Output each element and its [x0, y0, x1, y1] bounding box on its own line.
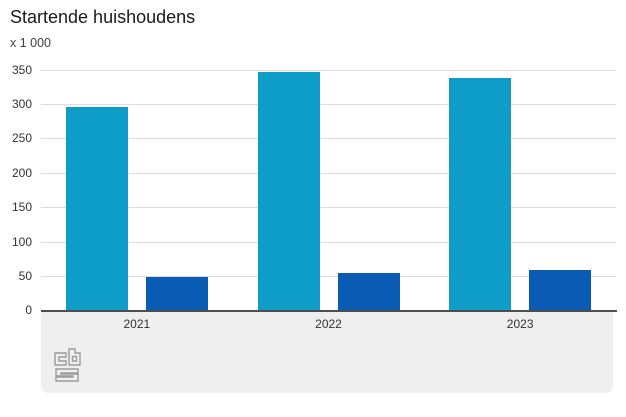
y-axis-tick-label-100: 100: [11, 234, 32, 249]
cbs-logo-letter-s: [55, 368, 79, 382]
chart-title: Startende huishoudens: [10, 7, 196, 27]
y-axis-tick-label-50: 50: [18, 268, 32, 283]
x-axis-tick-label-2023: 2023: [506, 317, 534, 331]
y-axis-tick-label-300: 300: [11, 96, 32, 111]
y-axis-unit-label: x 1 000: [10, 36, 52, 50]
gridline-350: [41, 69, 616, 71]
bar-2023-series-1: [449, 78, 512, 311]
bar-2021-series-1: [65, 107, 128, 311]
cbs-logo-letter-c: [54, 352, 67, 366]
bar-2023-series-2: [529, 269, 592, 311]
cbs-logo-icon: [54, 348, 81, 382]
gridline-50: [41, 275, 616, 277]
y-axis-tick-label-250: 250: [11, 131, 32, 146]
gridline-150: [41, 207, 616, 209]
gridline-300: [41, 103, 616, 105]
bar-2022-series-1: [257, 72, 320, 311]
gridline-100: [41, 241, 616, 243]
x-axis-tick-label-2022: 2022: [315, 317, 342, 331]
y-axis-tick-label-200: 200: [11, 165, 32, 180]
y-axis-tick-label-0: 0: [25, 303, 32, 318]
y-axis-tick-label-350: 350: [11, 62, 32, 77]
gridline-200: [41, 172, 616, 174]
y-axis-tick-label-150: 150: [11, 200, 32, 215]
bar-2022-series-2: [337, 272, 400, 311]
gridline-250: [41, 138, 616, 140]
cbs-logo-letter-b: [68, 348, 81, 366]
footer-panel: [41, 311, 613, 393]
x-axis-tick-label-2021: 2021: [123, 317, 151, 331]
x-axis-baseline: [41, 309, 617, 312]
bar-2021-series-2: [145, 276, 208, 311]
